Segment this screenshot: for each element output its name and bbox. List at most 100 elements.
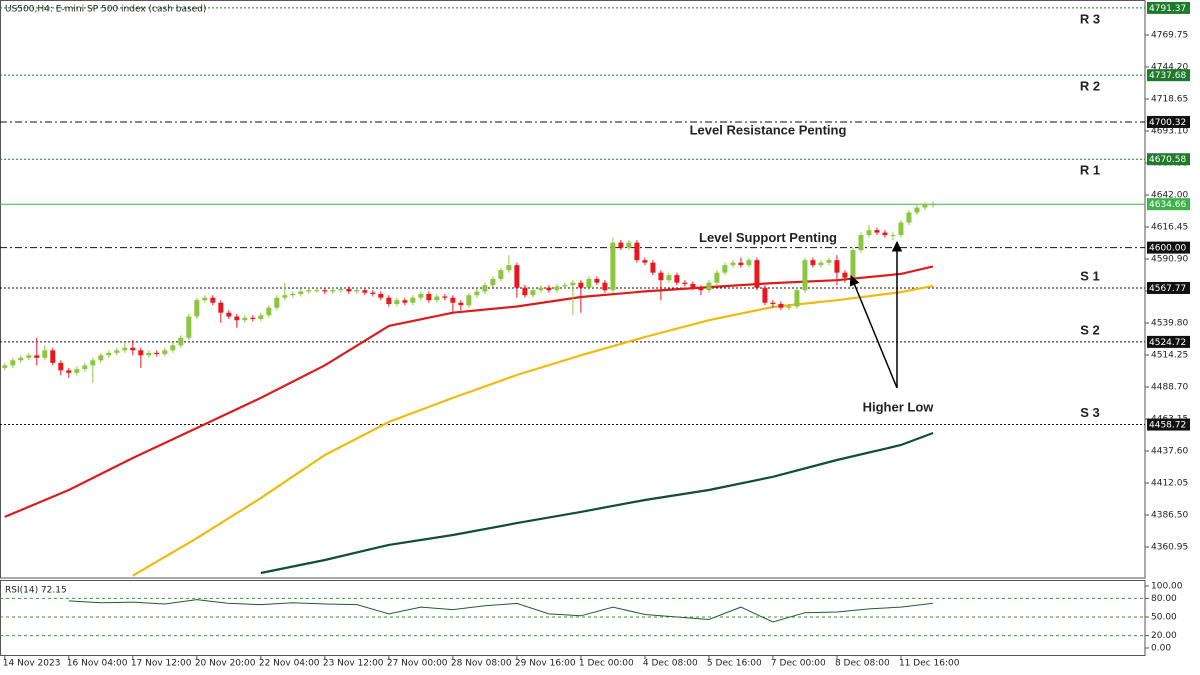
candle-body xyxy=(170,345,176,351)
candle-body xyxy=(650,262,656,273)
candle-body xyxy=(178,337,184,346)
candle-body xyxy=(610,242,616,291)
candle-body xyxy=(842,272,848,278)
level-name: S 1 xyxy=(1080,268,1100,283)
price-tag-label: 4524.72 xyxy=(1149,338,1186,348)
candle-body xyxy=(594,278,600,283)
rsi-frame xyxy=(0,580,1146,656)
candle-body xyxy=(210,297,216,303)
y-tick-label: 4539.80 xyxy=(1151,319,1188,329)
candle-body xyxy=(378,293,384,298)
candle-body xyxy=(306,290,312,292)
candle-body xyxy=(722,265,728,273)
candle-body xyxy=(802,260,808,291)
plot-frame xyxy=(0,0,1146,579)
price-tag xyxy=(1147,69,1190,82)
candle-body xyxy=(34,355,40,358)
y-tick-label: 4769.75 xyxy=(1151,31,1188,41)
price-tag xyxy=(1147,153,1190,166)
candle-body xyxy=(2,365,8,368)
y-tick-label: 20.00 xyxy=(1151,631,1177,641)
y-tick-label: 4642.00 xyxy=(1151,191,1188,201)
moving-average xyxy=(260,431,934,575)
price-tag-label: 4458.72 xyxy=(1149,421,1186,431)
candle-body xyxy=(330,290,336,292)
y-tick-label: 80.00 xyxy=(1151,594,1177,604)
price-tag-label: 4737.68 xyxy=(1149,71,1186,81)
y-tick-label: 4514.25 xyxy=(1151,351,1188,361)
candle-body xyxy=(458,302,464,306)
y-tick-label: 50.00 xyxy=(1151,613,1177,623)
candle-body xyxy=(18,357,24,361)
candle-body xyxy=(674,275,680,283)
level-name: R 3 xyxy=(1080,11,1100,26)
candle-body xyxy=(338,288,344,291)
candle-body xyxy=(914,207,920,213)
candle-body xyxy=(586,278,592,288)
candle-body xyxy=(266,307,272,316)
candle-body xyxy=(506,265,512,271)
candle-body xyxy=(194,300,200,317)
candle-body xyxy=(618,242,624,248)
candle-body xyxy=(834,260,840,273)
candle-body xyxy=(322,290,328,292)
candle-body xyxy=(82,365,88,370)
y-tick-label: 4386.50 xyxy=(1151,511,1188,521)
candle-body xyxy=(626,242,632,248)
candle-body xyxy=(690,283,696,288)
candle-body xyxy=(658,272,664,281)
candle-body xyxy=(850,250,856,278)
candle-body xyxy=(394,300,400,304)
candle-body xyxy=(538,287,544,291)
candle-body xyxy=(698,287,704,291)
candle-body xyxy=(562,285,568,287)
candle-body xyxy=(682,282,688,284)
x-tick-label: 11 Dec 16:00 xyxy=(899,659,960,669)
price-tag xyxy=(1147,1,1190,14)
candle-body xyxy=(226,312,232,317)
y-tick-label: 4437.60 xyxy=(1151,447,1188,457)
price-tag-label: 4634.66 xyxy=(1149,200,1186,210)
candle-body xyxy=(154,352,160,355)
price-tag xyxy=(1147,115,1190,128)
candle-body xyxy=(274,297,280,308)
candle-body xyxy=(290,293,296,296)
candle-body xyxy=(706,282,712,291)
candle-body xyxy=(426,293,432,301)
x-tick-label: 8 Dec 08:00 xyxy=(835,659,890,669)
candle-body xyxy=(50,350,56,363)
x-tick-label: 5 Dec 16:00 xyxy=(707,659,762,669)
price-tag-label: 4600.00 xyxy=(1149,244,1186,254)
candle-body xyxy=(466,295,472,306)
candle-body xyxy=(130,347,136,351)
level-annotation: Level Support Penting xyxy=(699,230,837,245)
candle-body xyxy=(234,316,240,321)
rsi-line xyxy=(68,599,934,623)
candle-body xyxy=(418,293,424,298)
y-tick-label: 4718.65 xyxy=(1151,95,1188,105)
candle-body xyxy=(866,230,872,236)
candle-body xyxy=(642,260,648,263)
price-tag-label: 4567.77 xyxy=(1149,284,1186,294)
x-tick-label: 27 Nov 00:00 xyxy=(387,659,448,669)
candle-body xyxy=(882,232,888,236)
candle-body xyxy=(410,297,416,303)
candle-body xyxy=(402,300,408,303)
price-tag-label: 4700.32 xyxy=(1149,118,1186,128)
candle-body xyxy=(282,295,288,298)
y-tick-label: 4616.45 xyxy=(1151,223,1188,233)
candle-body xyxy=(218,302,224,313)
candle-body xyxy=(890,235,896,237)
candle-body xyxy=(810,260,816,266)
candle-body xyxy=(122,347,128,351)
y-tick-label: 100.00 xyxy=(1151,582,1183,592)
x-tick-label: 14 Nov 2023 xyxy=(3,659,61,669)
candle-body xyxy=(746,260,752,266)
x-tick-label: 1 Dec 00:00 xyxy=(579,659,634,669)
candle-body xyxy=(778,303,784,308)
plot-area xyxy=(0,7,1145,577)
candle-body xyxy=(98,355,104,361)
x-tick-label: 17 Nov 12:00 xyxy=(131,659,192,669)
candle-body xyxy=(58,362,64,371)
